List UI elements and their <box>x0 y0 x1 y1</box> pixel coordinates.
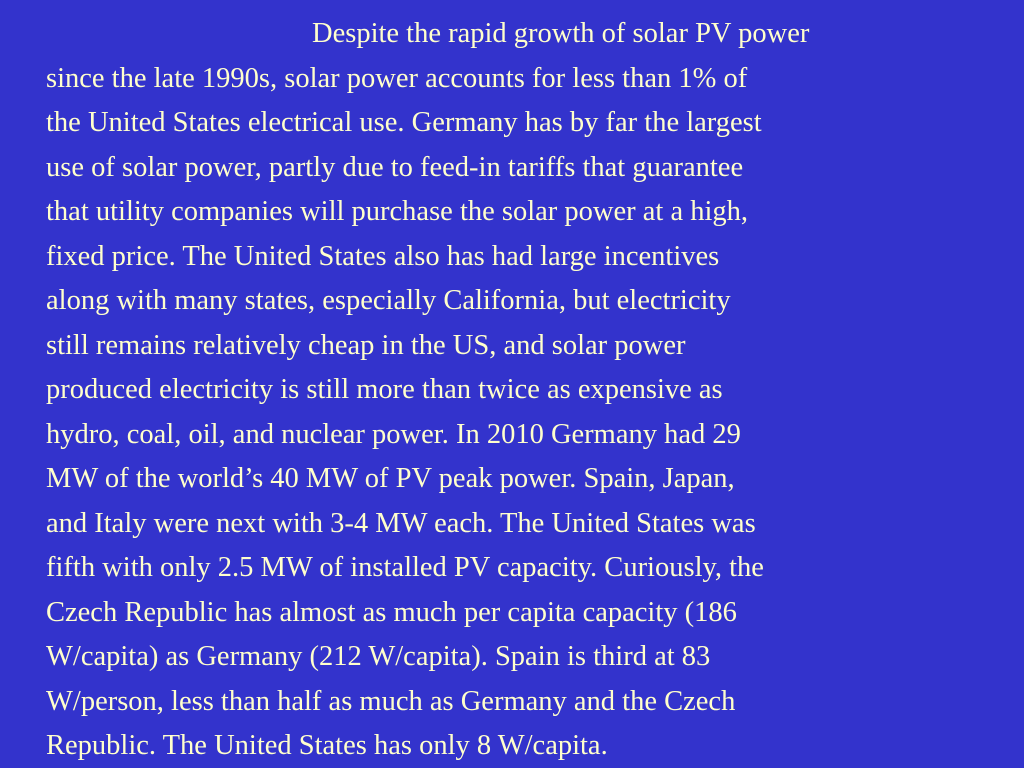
paragraph-line: produced electricity is still more than … <box>46 374 723 405</box>
paragraph-line: since the late 1990s, solar power accoun… <box>46 62 748 94</box>
paragraph-line: the United States electrical use. German… <box>46 107 762 138</box>
paragraph-line: Czech Republic has almost as much per ca… <box>46 596 737 628</box>
paragraph-line: hydro, coal, oil, and nuclear power. In … <box>46 418 741 450</box>
paragraph-line: that utility companies will purchase the… <box>46 196 749 227</box>
paragraph-line: W/person, less than half as much as Germ… <box>46 685 736 717</box>
paragraph-line: fixed price. The United States also has … <box>46 240 720 272</box>
paragraph-line: fifth with only 2.5 MW of installed PV c… <box>46 552 764 583</box>
paragraph-line: W/capita) as Germany (212 W/capita). Spa… <box>46 641 711 672</box>
paragraph-line: along with many states, especially Calif… <box>46 285 731 316</box>
paragraph-line: use of solar power, partly due to feed-i… <box>46 151 744 183</box>
paragraph-line: still remains relatively cheap in the US… <box>46 329 686 361</box>
paragraph-line: MW of the world’s 40 MW of PV peak power… <box>46 463 735 494</box>
body-paragraph: Despite the rapid growth of solar PV pow… <box>46 12 996 768</box>
paragraph-line: Despite the rapid growth of solar PV pow… <box>312 18 810 49</box>
paragraph-line: and Italy were next with 3-4 MW each. Th… <box>46 507 756 539</box>
paragraph-line: Republic. The United States has only 8 W… <box>46 730 608 761</box>
